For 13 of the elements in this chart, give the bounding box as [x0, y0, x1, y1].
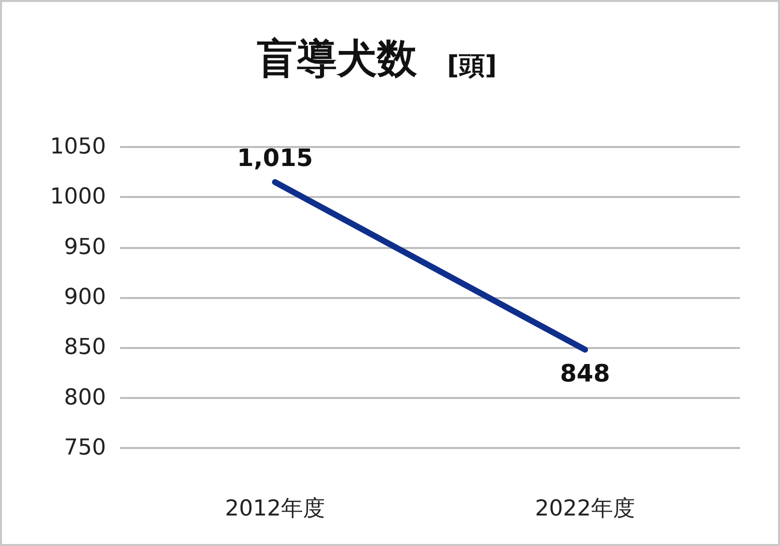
y-tick-label: 1050 [50, 134, 106, 160]
data-label: 1,015 [237, 144, 313, 172]
y-tick-label: 900 [64, 285, 106, 310]
y-tick-label: 800 [64, 385, 106, 410]
chart-subtitle: [頭] [447, 51, 497, 81]
y-tick-label: 750 [64, 436, 106, 460]
data-label: 848 [560, 360, 610, 388]
x-tick-label: 2022年度 [535, 496, 635, 522]
x-tick-label: 2012年度 [225, 496, 325, 522]
y-tick-label: 950 [64, 234, 106, 260]
y-tick-label: 850 [64, 335, 106, 360]
chart-title: 盲導犬数 [256, 36, 418, 82]
y-tick-label: 1000 [50, 184, 106, 210]
